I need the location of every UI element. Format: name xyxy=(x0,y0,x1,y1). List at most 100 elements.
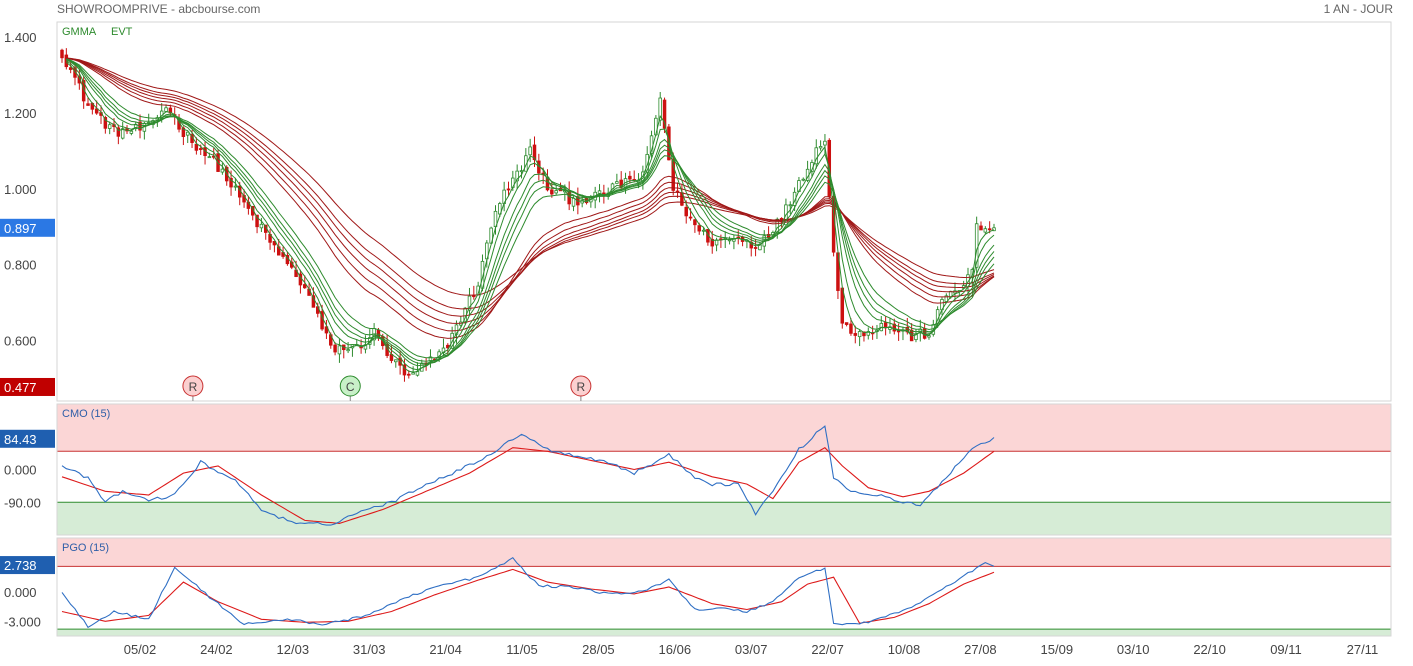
low-price-label: 0.477 xyxy=(4,380,37,395)
gmma-short-ema-line xyxy=(66,58,995,362)
candle-body xyxy=(411,372,415,375)
candle-body xyxy=(814,147,819,165)
candle-body xyxy=(753,247,758,249)
cmo-line xyxy=(61,425,995,526)
pgo-last-tag xyxy=(0,556,55,575)
candle-body xyxy=(324,326,329,334)
last-price-label: 0.897 xyxy=(4,221,37,236)
candle-body xyxy=(168,107,173,114)
low-price-tag xyxy=(0,377,55,396)
candle-body xyxy=(255,214,259,228)
candle-body xyxy=(979,225,983,231)
candle-body xyxy=(788,204,793,207)
candle-body xyxy=(394,359,398,363)
cmo-y-tick-label: 0.000 xyxy=(4,463,37,478)
candle-body xyxy=(311,295,316,308)
candle-body xyxy=(346,349,350,352)
candle-body xyxy=(259,223,264,229)
candle-body xyxy=(407,373,411,376)
x-tick-label: 09/11 xyxy=(1270,642,1302,657)
pgo-line xyxy=(61,556,995,629)
x-tick-label: 03/07 xyxy=(735,642,768,657)
gmma-short-ema-line xyxy=(66,58,995,364)
chart-period: 1 AN - JOUR xyxy=(1323,2,1393,16)
pgo-title: PGO (15) xyxy=(62,542,109,554)
y-tick-label: 1.000 xyxy=(4,182,37,197)
x-tick-label: 10/08 xyxy=(888,642,921,657)
event-marker-circle xyxy=(182,375,204,397)
candle-body xyxy=(987,228,992,231)
candle-body xyxy=(892,323,897,332)
candle-body xyxy=(532,144,537,161)
candle-body xyxy=(662,99,667,129)
y-tick-label: 0.600 xyxy=(4,333,37,348)
pgo-last-label: 2.738 xyxy=(4,558,37,573)
cmo-signal-line xyxy=(61,447,995,524)
x-tick-label: 24/02 xyxy=(200,642,233,657)
candle-body xyxy=(515,170,519,182)
pgo-oversold-zone xyxy=(57,629,1391,636)
candle-body xyxy=(701,229,706,232)
candle-body xyxy=(333,344,337,353)
candle-body xyxy=(849,323,853,334)
legend-gmma: GMMA xyxy=(62,26,97,38)
candle-body xyxy=(823,140,827,146)
x-tick-label: 22/10 xyxy=(1193,642,1226,657)
x-tick-label: 16/06 xyxy=(659,642,692,657)
candle-body xyxy=(185,131,190,136)
x-tick-label: 12/03 xyxy=(277,642,310,657)
gmma-short-ema-line xyxy=(66,58,995,359)
pgo-panel-frame xyxy=(56,537,1392,637)
x-tick-label: 31/03 xyxy=(353,642,386,657)
y-tick-label: 0.800 xyxy=(4,258,37,273)
gmma-group xyxy=(65,57,995,373)
event-marker-label: R xyxy=(577,380,586,394)
cmo-panel-frame xyxy=(56,403,1392,536)
candle-body xyxy=(402,364,407,376)
x-tick-label: 21/04 xyxy=(429,642,462,657)
candle-body xyxy=(697,225,701,232)
candle-body xyxy=(818,146,823,149)
gmma-short-ema-line xyxy=(66,59,995,367)
candle-body xyxy=(272,241,277,246)
x-tick-label: 03/10 xyxy=(1117,642,1150,657)
candle-body xyxy=(688,216,693,219)
cmo-title: CMO (15) xyxy=(62,408,110,420)
candle-body xyxy=(129,130,134,134)
candle-body xyxy=(658,97,662,121)
candle-body xyxy=(116,127,121,137)
cmo-overbought-zone xyxy=(57,404,1391,452)
candle-body xyxy=(853,333,858,336)
x-tick-label: 15/09 xyxy=(1041,642,1074,657)
candle-body xyxy=(337,345,342,355)
x-tick-label: 27/11 xyxy=(1347,642,1379,657)
x-tick-label: 28/05 xyxy=(582,642,615,657)
candle-body xyxy=(992,227,996,232)
candle-body xyxy=(60,49,64,59)
chart-source-title: SHOWROOMPRIVE - abcbourse.com xyxy=(57,2,261,16)
candle-body xyxy=(229,177,233,188)
cmo-last-label: 84.43 xyxy=(4,432,37,447)
candle-body xyxy=(550,189,554,195)
candle-body xyxy=(671,159,675,191)
candle-body xyxy=(467,295,472,311)
candle-body xyxy=(710,238,714,247)
cmo-oversold-zone xyxy=(57,502,1391,535)
candle-body xyxy=(693,219,697,226)
candle-body xyxy=(506,188,511,191)
candle-body xyxy=(164,107,168,112)
candle-body xyxy=(866,331,871,336)
x-tick-label: 22/07 xyxy=(811,642,844,657)
candle-body xyxy=(303,284,307,289)
legend-evt: EVT xyxy=(111,26,133,38)
cmo-last-tag xyxy=(0,429,55,448)
candle-body xyxy=(519,170,524,173)
candle-body xyxy=(220,168,225,173)
candle-body xyxy=(181,127,186,137)
candle-body xyxy=(983,228,988,233)
candle-body xyxy=(554,190,558,194)
candle-body xyxy=(498,203,502,215)
event-marker-circle xyxy=(339,375,361,397)
candle-body xyxy=(120,128,125,139)
